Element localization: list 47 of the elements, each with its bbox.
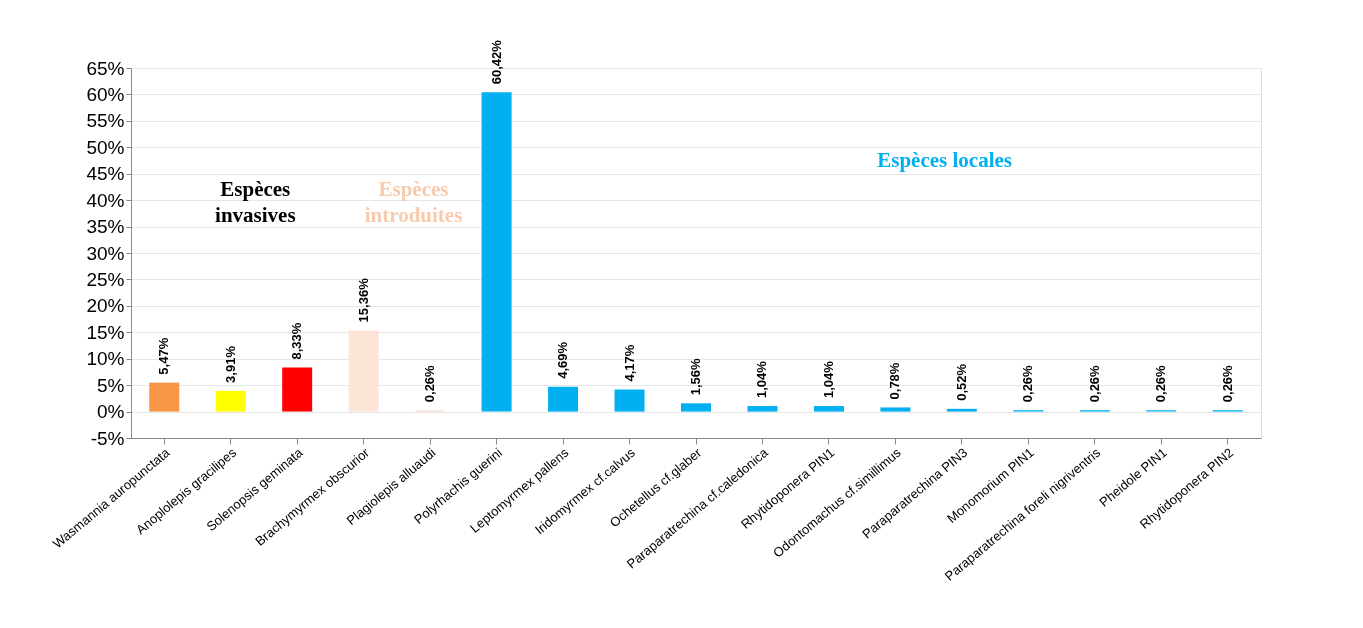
bar [813,406,844,412]
y-tick-label: 40% [86,189,125,211]
y-tick-label: 10% [86,348,125,370]
bar [614,389,645,412]
y-tick-label: 65% [86,57,125,79]
data-label: 0,52% [953,363,969,401]
y-tick-label: 20% [86,295,125,317]
data-label: 5,47% [156,337,172,375]
data-label: 0,26% [1219,364,1235,403]
bar [215,390,246,412]
bar [348,330,379,412]
data-label: 1,04% [820,360,836,399]
bar [481,92,512,412]
data-label: 1,56% [688,358,703,396]
data-label: 4,17% [621,344,637,382]
annotation: Espèces locales [877,147,1012,172]
y-tick-label: 45% [86,163,125,185]
data-label: 0,78% [887,362,903,400]
y-tick-label: 50% [86,136,125,158]
bar [880,407,911,412]
y-tick-label: -5% [90,427,125,449]
data-label: 0,26% [1153,364,1169,403]
y-tick-label: 30% [86,242,125,264]
bar [149,382,180,412]
data-label: 60,42% [488,39,504,85]
y-tick-label: 55% [86,110,125,132]
y-tick-label: 25% [86,268,125,290]
y-tick-label: 60% [86,83,125,105]
annotation: Espèces invasives [215,177,296,228]
data-label: 4,69% [555,341,571,379]
y-tick-label: 0% [97,401,125,423]
data-label: 15,36% [355,277,371,323]
bar [946,408,977,412]
bar [282,367,313,412]
data-label: 8,33% [289,322,305,360]
data-label: 0,26% [1020,364,1036,403]
data-label: 3,91% [222,345,238,383]
y-tick-label: 15% [86,321,125,343]
data-label: 1,04% [754,360,770,399]
bar [548,386,579,412]
y-tick-label: 35% [86,216,125,238]
annotation: Espèces introduites [364,177,463,228]
data-label: 0,26% [1086,364,1102,403]
y-tick-label: 5% [97,374,125,396]
data-label: 0,26% [422,364,438,403]
bar [681,403,711,412]
bar [747,406,778,412]
